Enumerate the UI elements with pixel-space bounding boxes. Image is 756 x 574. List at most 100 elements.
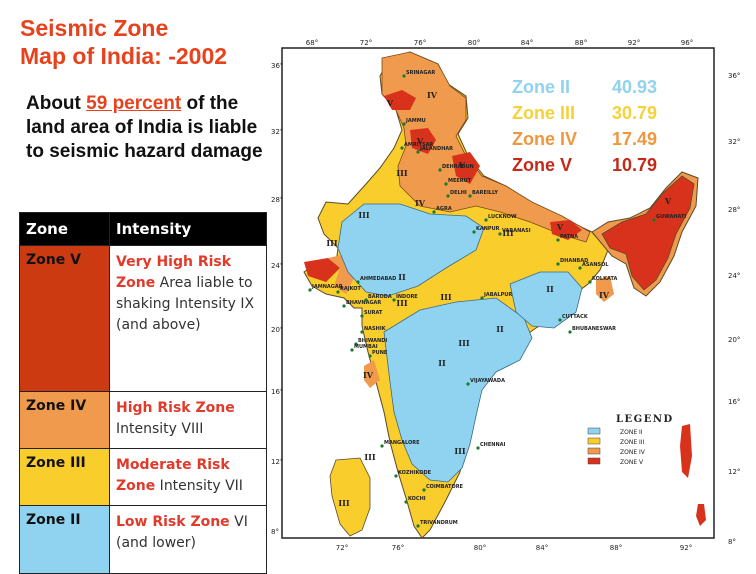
title-line-2: Map of India: -2002	[20, 43, 228, 69]
city-dot	[354, 342, 358, 346]
stat-label: Zone III	[512, 103, 575, 123]
lat-tick-right: 28°	[728, 206, 740, 214]
lat-tick-left: 28°	[271, 196, 283, 204]
lon-tick-top: 72°	[360, 39, 372, 47]
city-dot	[422, 488, 426, 492]
city-dot	[380, 444, 384, 448]
zone-label: III	[458, 338, 469, 348]
city-dot	[360, 330, 364, 334]
zone-label: V	[386, 98, 394, 108]
lat-tick-right: 36°	[728, 72, 740, 80]
city-dot	[556, 262, 560, 266]
stat-value: 17.49	[612, 129, 658, 149]
city-label: MANGALORE	[384, 440, 420, 446]
city-dot	[444, 182, 448, 186]
city-label: KOLKATA	[592, 276, 617, 282]
zone-label: III	[454, 446, 465, 456]
city-label: SURAT	[364, 310, 383, 316]
zone-label: III	[358, 210, 369, 220]
lat-tick-left: 24°	[271, 262, 283, 270]
stat-row: Zone II 40.93	[512, 74, 657, 100]
risk-label: Moderate Risk Zone	[116, 457, 230, 494]
city-dot	[416, 150, 420, 154]
city-dot	[432, 210, 436, 214]
lat-tick-left: 20°	[271, 326, 283, 334]
city-dot	[468, 194, 472, 198]
city-label: KOZHIKODE	[398, 470, 432, 476]
map-svg: 68° 72° 76° 80° 84° 88° 92° 96° 72° 76° 80° 84° 88° 9…	[271, 39, 740, 552]
city-dot	[400, 146, 404, 150]
city-label: LUCKNOW	[488, 214, 517, 220]
risk-label: High Risk Zone	[116, 400, 235, 416]
zone-label: II	[496, 324, 504, 334]
legend-swatch	[587, 457, 601, 465]
city-label: JABALPUR	[483, 292, 512, 298]
zone-label: III	[396, 168, 407, 178]
koyna-zone-iv	[364, 360, 380, 388]
himachal-zone-v	[410, 128, 436, 154]
stat-value: 10.79	[612, 155, 658, 175]
lat-tick-right: 12°	[728, 468, 740, 476]
table-row: Zone III Moderate Risk Zone Intensity VI…	[19, 448, 267, 506]
tripura-zone-iv	[596, 276, 614, 302]
city-dot	[360, 314, 364, 318]
zone-cell: Zone IV	[19, 391, 110, 449]
city-label: GUWAHATI	[656, 214, 686, 220]
legend-label: ZONE IV	[620, 449, 646, 456]
city-dot	[476, 446, 480, 450]
city-label: KANPUR	[476, 226, 500, 232]
lon-tick-bottom: 76°	[392, 544, 404, 552]
kashmir-zone-v	[384, 90, 416, 110]
city-label: VIJAYAWADA	[470, 378, 505, 384]
city-label: BARODA	[368, 294, 392, 300]
city-label: JALANDHAR	[419, 146, 453, 152]
intensity-detail: Area liable to shaking Intensity IX (and…	[116, 275, 255, 333]
city-dot	[480, 296, 484, 300]
himalaya-zone-iv	[381, 51, 591, 243]
intensity-cell: Low Risk Zone VI (and lower)	[109, 505, 267, 574]
lon-tick-top: 88°	[575, 39, 587, 47]
city-dot	[498, 232, 502, 236]
zone-label: V	[458, 160, 466, 170]
city-label: ASANSOL	[582, 262, 609, 268]
city-label: PATNA	[560, 234, 578, 240]
lat-tick-left: 8°	[271, 528, 279, 536]
lat-tick-left: 16°	[271, 388, 283, 396]
lat-tick-left: 12°	[271, 458, 283, 466]
city-dot	[342, 304, 346, 308]
lat-tick-right: 24°	[728, 272, 740, 280]
city-dot	[556, 238, 560, 242]
city-label: INDORE	[396, 294, 418, 300]
city-label: SRINAGAR	[406, 70, 435, 76]
zone-label: V	[416, 136, 424, 146]
seismic-map: 68° 72° 76° 80° 84° 88° 92° 96° 72° 76° 80° 84° 88° 9…	[270, 36, 756, 566]
lon-tick-top: 76°	[414, 39, 426, 47]
intro-highlight: 59 percent	[86, 93, 182, 114]
table-row: Zone IV High Risk Zone Intensity VIII	[19, 391, 267, 449]
intensity-cell: Very High Risk Zone Area liable to shaki…	[109, 245, 267, 392]
zone-label: IV	[427, 90, 438, 100]
city-label: JAMNAGAR	[311, 284, 343, 290]
map-ticks: 68° 72° 76° 80° 84° 88° 92° 96° 72° 76° 80° 84° 88° 9…	[271, 39, 740, 552]
city-label: CHENNAI	[480, 442, 506, 448]
city-label: AMRITSAR	[404, 142, 433, 148]
city-dot	[472, 230, 476, 234]
table-row: Zone II Low Risk Zone VI (and lower)	[19, 505, 267, 574]
city-label: BHIWANDI	[358, 338, 387, 344]
lon-tick-bottom: 84°	[536, 544, 548, 552]
city-dot	[652, 218, 656, 222]
lon-tick-top: 96°	[681, 39, 693, 47]
zone-label: V	[556, 222, 564, 232]
stat-label: Zone IV	[512, 129, 578, 149]
table-header-row: Zone Intensity	[19, 212, 267, 246]
table-row: Zone V Very High Risk Zone Area liable t…	[19, 245, 267, 392]
city-label: NASHIK	[364, 326, 387, 332]
city-dot	[416, 524, 420, 528]
zone-cell: Zone II	[19, 505, 110, 574]
northeast-zone-v	[601, 175, 695, 291]
city-dot	[568, 330, 572, 334]
lat-tick-right: 16°	[728, 398, 740, 406]
slide-title: Seismic Zone Map of India: -2002	[20, 14, 227, 70]
city-dot	[578, 266, 582, 270]
zone-label: III	[364, 452, 375, 462]
